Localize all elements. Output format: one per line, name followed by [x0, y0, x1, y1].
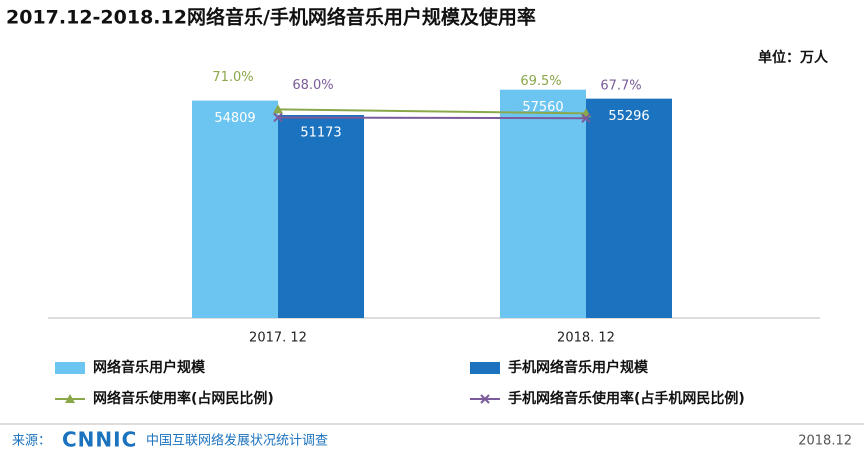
- legend-swatch: [55, 362, 85, 374]
- bar-value-label: 55296: [608, 109, 649, 124]
- bar-value-label: 51173: [300, 126, 341, 141]
- legend-label: 网络音乐使用率(占网民比例): [93, 390, 274, 407]
- legend-marker: [65, 394, 75, 403]
- footer-source-label: 来源：: [12, 434, 51, 449]
- line-value-label: 69.5%: [520, 74, 561, 89]
- legend-swatch: [470, 362, 500, 374]
- line: [277, 108, 587, 115]
- legend-marker: [480, 394, 490, 404]
- line: [277, 116, 587, 120]
- legend-label: 网络音乐用户规模: [93, 359, 206, 376]
- bar-value-label: 54809: [214, 111, 255, 126]
- footer-date: 2018.12: [798, 434, 852, 449]
- x-tick-label: 2018. 12: [557, 331, 615, 346]
- bar: [192, 100, 278, 318]
- legend-label: 手机网络音乐使用率(占手机网民比例): [508, 390, 745, 407]
- x-tick-label: 2017. 12: [249, 331, 307, 346]
- line-value-label: 71.0%: [212, 70, 253, 85]
- legend-label: 手机网络音乐用户规模: [508, 359, 649, 376]
- unit-label: 单位：万人: [758, 49, 829, 66]
- line-marker: [273, 104, 283, 114]
- bar: [586, 98, 672, 318]
- line-value-label: 68.0%: [292, 78, 333, 93]
- bar-value-label: 57560: [522, 100, 563, 115]
- chart-title: 2017.12-2018.12网络音乐/手机网络音乐用户规模及使用率: [6, 6, 536, 29]
- line-marker: [273, 112, 283, 123]
- bar: [278, 115, 364, 318]
- footer-organization: 中国互联网络发展状况统计调查: [146, 433, 328, 449]
- line-value-label: 67.7%: [600, 79, 641, 94]
- footer-logo: CNNIC: [62, 428, 137, 452]
- line-marker: [581, 113, 591, 123]
- bar: [500, 89, 586, 318]
